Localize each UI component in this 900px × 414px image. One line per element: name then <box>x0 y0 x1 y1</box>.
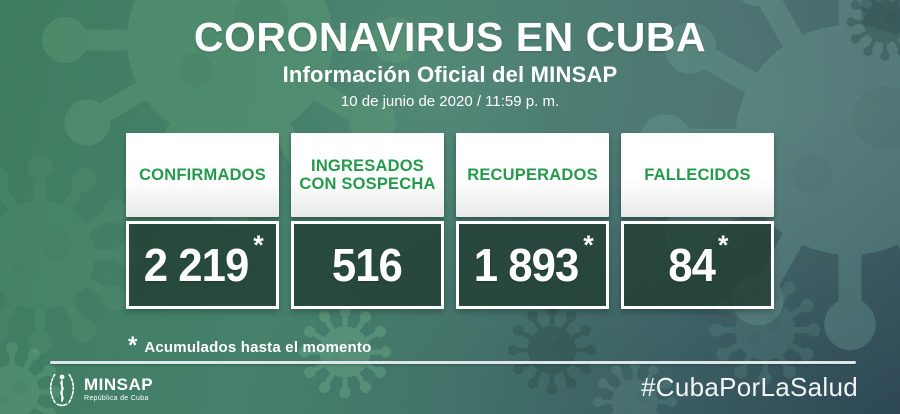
stat-card-confirmados: CONFIRMADOS 2 219 * <box>126 133 279 309</box>
divider-line <box>50 361 856 364</box>
stat-card-value: 1 893 <box>473 239 580 291</box>
stat-card-ingresados-con-sospecha: INGRESADOS CON SOSPECHA 516 <box>291 133 444 309</box>
poster-title: CORONAVIRUS EN CUBA <box>193 14 707 60</box>
logo-subtitle: República de Cuba <box>84 394 149 402</box>
stat-card-recuperados: RECUPERADOS 1 893 * <box>456 133 609 309</box>
stat-card-value: 516 <box>331 239 402 291</box>
asterisk-marker: * <box>717 229 729 260</box>
poster-subtitle: Información Oficial del MINSAP <box>282 62 618 88</box>
stat-card-fallecidos: FALLECIDOS 84 * <box>621 133 774 309</box>
stat-card-label: CONFIRMADOS <box>126 133 279 217</box>
asterisk-marker: * <box>583 229 594 260</box>
minsap-logo-text: MINSAP República de Cuba <box>84 375 154 402</box>
report-date: 10 de junio de 2020 / 11:59 p. m. <box>340 93 560 111</box>
header: CORONAVIRUS EN CUBA Información Oficial … <box>0 14 900 111</box>
stat-card-value: 84 <box>667 239 716 291</box>
stat-card-value: 2 219 <box>143 239 250 291</box>
asterisk-marker: * <box>253 229 264 260</box>
minsap-logo: MINSAP República de Cuba <box>46 371 153 407</box>
stat-card-value-box: 516 <box>291 221 444 309</box>
stat-card-label: FALLECIDOS <box>621 133 774 217</box>
stat-card-label: INGRESADOS CON SOSPECHA <box>291 133 444 217</box>
footnote-text: Acumulados hasta el momento <box>144 339 372 356</box>
stat-cards-row: CONFIRMADOS 2 219 * INGRESADOS CON SOSPE… <box>126 133 774 309</box>
logo-name: MINSAP <box>84 375 154 395</box>
stat-card-value-box: 1 893 * <box>456 221 609 309</box>
footnote: * Acumulados hasta el momento <box>128 334 371 358</box>
minsap-emblem-icon <box>49 373 75 407</box>
stat-card-value-box: 2 219 * <box>126 221 279 309</box>
footnote-asterisk: * <box>128 332 138 359</box>
stat-card-label: RECUPERADOS <box>456 133 609 217</box>
campaign-hashtag: #CubaPorLaSalud <box>641 372 858 402</box>
stat-card-value-box: 84 * <box>621 221 774 309</box>
